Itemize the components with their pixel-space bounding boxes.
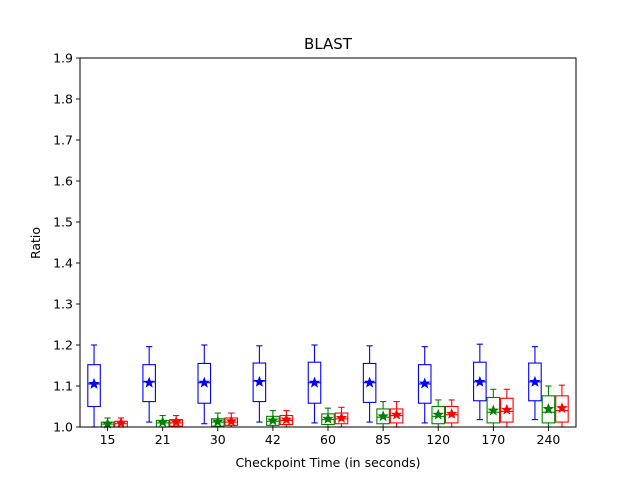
mean-marker xyxy=(556,402,568,414)
box xyxy=(486,396,501,424)
y-tick-label: 1.2 xyxy=(53,338,73,353)
mean-marker xyxy=(445,407,458,419)
mean-marker xyxy=(335,411,348,423)
plot-background xyxy=(80,58,576,427)
mean-marker xyxy=(474,375,486,387)
mean-marker xyxy=(432,408,444,420)
y-tick-label: 1.7 xyxy=(53,133,73,148)
x-tick-label: 170 xyxy=(481,432,505,447)
x-axis-label: Checkpoint Time (in seconds) xyxy=(235,455,420,470)
y-tick-label: 1.4 xyxy=(53,256,73,271)
mean-marker xyxy=(101,417,114,429)
box xyxy=(376,408,390,425)
box xyxy=(87,364,101,408)
box xyxy=(252,362,267,403)
mean-marker xyxy=(501,403,513,415)
mean-marker xyxy=(267,414,279,426)
y-tick-label: 1.5 xyxy=(53,215,73,230)
mean-marker xyxy=(377,410,389,422)
mean-marker xyxy=(418,377,431,389)
y-tick-label: 1.9 xyxy=(53,51,73,66)
mean-marker xyxy=(88,377,100,389)
x-tick-label: 240 xyxy=(537,432,561,447)
x-tick-label: 60 xyxy=(320,432,336,447)
y-tick-label: 1.3 xyxy=(53,297,73,312)
mean-marker xyxy=(280,413,293,425)
mean-marker xyxy=(322,412,334,424)
mean-marker xyxy=(115,416,127,428)
mean-marker xyxy=(212,415,224,427)
x-tick-label: 15 xyxy=(100,432,116,447)
mean-marker xyxy=(156,416,169,427)
x-tick-label: 30 xyxy=(210,432,226,447)
box xyxy=(142,364,156,403)
box xyxy=(541,395,556,424)
x-tick-label: 42 xyxy=(265,432,281,447)
y-axis-label: Ratio xyxy=(28,227,43,259)
mean-marker xyxy=(198,376,211,388)
y-tick-label: 1.1 xyxy=(53,379,73,394)
y-tick-label: 1.0 xyxy=(53,420,73,435)
mean-marker xyxy=(529,375,541,387)
box xyxy=(500,397,514,423)
box xyxy=(197,362,212,404)
mean-marker xyxy=(308,376,321,388)
mean-marker xyxy=(487,404,500,416)
x-tick-label: 120 xyxy=(426,432,450,447)
y-tick-label: 1.6 xyxy=(53,174,73,189)
mean-marker xyxy=(143,376,155,388)
y-tick-label: 1.8 xyxy=(53,92,73,107)
plot-frame xyxy=(79,57,577,428)
mean-marker xyxy=(390,408,403,420)
chart-title: BLAST xyxy=(304,35,353,53)
plot-area: 1.0 1.1 1.2 1.3 1.4 1.5 1.6 1.7 1.8 1.9 15 21 30 42 60… xyxy=(53,51,577,447)
x-tick-label: 85 xyxy=(375,432,391,447)
mean-marker xyxy=(170,416,182,427)
x-tick-label: 21 xyxy=(155,432,171,447)
box xyxy=(555,395,569,423)
mean-marker xyxy=(363,376,376,388)
box xyxy=(431,405,446,425)
mean-marker xyxy=(225,415,238,427)
mean-marker xyxy=(542,402,555,414)
mean-marker xyxy=(253,375,266,387)
